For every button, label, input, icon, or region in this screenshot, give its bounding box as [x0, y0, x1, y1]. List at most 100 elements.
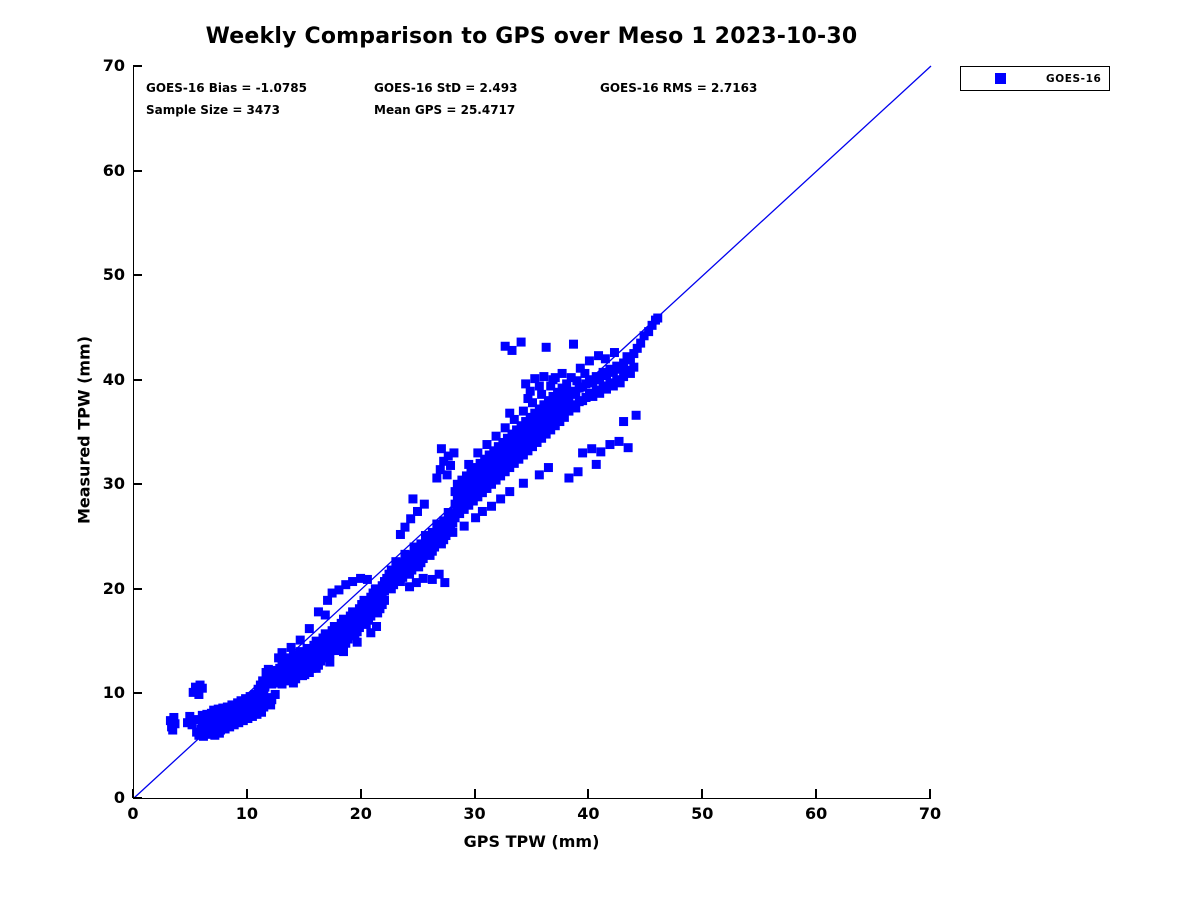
- scatter-point: [477, 506, 487, 516]
- scatter-point: [187, 720, 197, 730]
- scatter-point: [205, 729, 215, 739]
- scatter-point: [434, 569, 444, 579]
- scatter-point: [477, 474, 487, 484]
- scatter-point: [541, 415, 551, 425]
- scatter-point: [500, 423, 510, 433]
- scatter-point: [532, 411, 542, 421]
- y-tick: [133, 483, 142, 486]
- scatter-point: [608, 367, 618, 377]
- scatter-point: [435, 465, 445, 475]
- scatter-point: [442, 470, 452, 480]
- x-tick: [701, 789, 704, 798]
- scatter-point: [323, 595, 333, 605]
- y-tick-label: 0: [113, 788, 125, 807]
- scatter-point: [491, 462, 501, 472]
- scatter-point: [262, 678, 272, 688]
- scatter-point: [482, 457, 492, 467]
- x-tick: [473, 789, 476, 798]
- x-tick-label: 10: [235, 804, 258, 823]
- scatter-point: [534, 470, 544, 480]
- scatter-point: [386, 565, 396, 575]
- scatter-point: [588, 391, 598, 401]
- scatter-point: [608, 381, 618, 391]
- scatter-point: [247, 711, 257, 721]
- scatter-point: [473, 492, 483, 502]
- scatter-point: [420, 531, 430, 541]
- scatter-point: [578, 448, 588, 458]
- scatter-point: [541, 342, 551, 352]
- scatter-point: [482, 440, 492, 450]
- scatter-point: [459, 491, 469, 501]
- scatter-point: [391, 557, 401, 567]
- scatter-point: [356, 573, 366, 583]
- scatter-point: [352, 637, 362, 647]
- scatter-point: [525, 386, 535, 396]
- scatter-point: [238, 716, 248, 726]
- scatter-point: [313, 607, 323, 617]
- scatter-point: [505, 436, 515, 446]
- scatter-point: [546, 411, 556, 421]
- scatter-point: [500, 467, 510, 477]
- scatter-point: [379, 595, 389, 605]
- scatter-point: [400, 549, 410, 559]
- scatter-point: [523, 394, 533, 404]
- scatter-point: [509, 445, 519, 455]
- scatter-point: [541, 429, 551, 439]
- scatter-point: [436, 444, 446, 454]
- scatter-point: [362, 574, 372, 584]
- scatter-point: [555, 417, 565, 427]
- scatter-point: [605, 440, 615, 450]
- x-tick: [359, 789, 362, 798]
- scatter-point: [252, 709, 262, 719]
- scatter-point: [464, 459, 474, 469]
- scatter-point: [539, 372, 549, 382]
- scatter-point: [543, 463, 553, 473]
- scatter-point: [534, 381, 544, 391]
- scatter-point: [277, 648, 287, 658]
- scatter-point: [409, 542, 419, 552]
- x-tick: [929, 789, 931, 798]
- y-tick-label: 70: [102, 56, 125, 75]
- scatter-point: [477, 488, 487, 498]
- stats-mean-gps: Mean GPS = 25.4717: [374, 103, 516, 117]
- scatter-point: [505, 408, 515, 418]
- scatter-point: [496, 445, 506, 455]
- scatter-point: [443, 508, 453, 518]
- scatter-point: [568, 339, 578, 349]
- scatter-point: [468, 496, 478, 506]
- scatter-point: [295, 635, 305, 645]
- scatter-point: [523, 432, 533, 442]
- scatter-point: [234, 718, 244, 728]
- y-tick-label: 30: [102, 474, 125, 494]
- scatter-point: [532, 424, 542, 434]
- x-tick-label: 60: [805, 804, 828, 823]
- legend-label: GOES-16: [1046, 72, 1102, 85]
- scatter-point: [259, 702, 269, 712]
- scatter-point: [588, 378, 598, 388]
- scatter-point: [580, 368, 590, 378]
- scatter-point: [286, 642, 296, 652]
- x-tick-label: 30: [463, 804, 486, 823]
- x-tick: [587, 789, 590, 798]
- scatter-point: [632, 343, 642, 353]
- scatter-point: [631, 410, 641, 420]
- scatter-point: [518, 436, 528, 446]
- scatter-point: [329, 622, 339, 632]
- scatter-point: [528, 415, 537, 425]
- scatter-point: [427, 574, 437, 584]
- stats-std: GOES-16 StD = 2.493: [374, 81, 518, 95]
- scatter-point: [550, 407, 560, 417]
- scatter-point: [416, 539, 426, 549]
- scatter-point: [197, 710, 207, 720]
- scatter-point: [639, 331, 649, 341]
- scatter-point: [370, 584, 380, 594]
- scatter-point: [482, 483, 492, 493]
- scatter-point: [295, 647, 305, 657]
- scatter-point: [372, 622, 382, 632]
- scatter-point: [473, 448, 483, 458]
- scatter-point: [496, 457, 506, 467]
- scatter-point: [201, 726, 211, 736]
- x-tick-label: 0: [127, 804, 139, 823]
- scatter-point: [625, 355, 635, 365]
- scatter-point: [440, 578, 450, 588]
